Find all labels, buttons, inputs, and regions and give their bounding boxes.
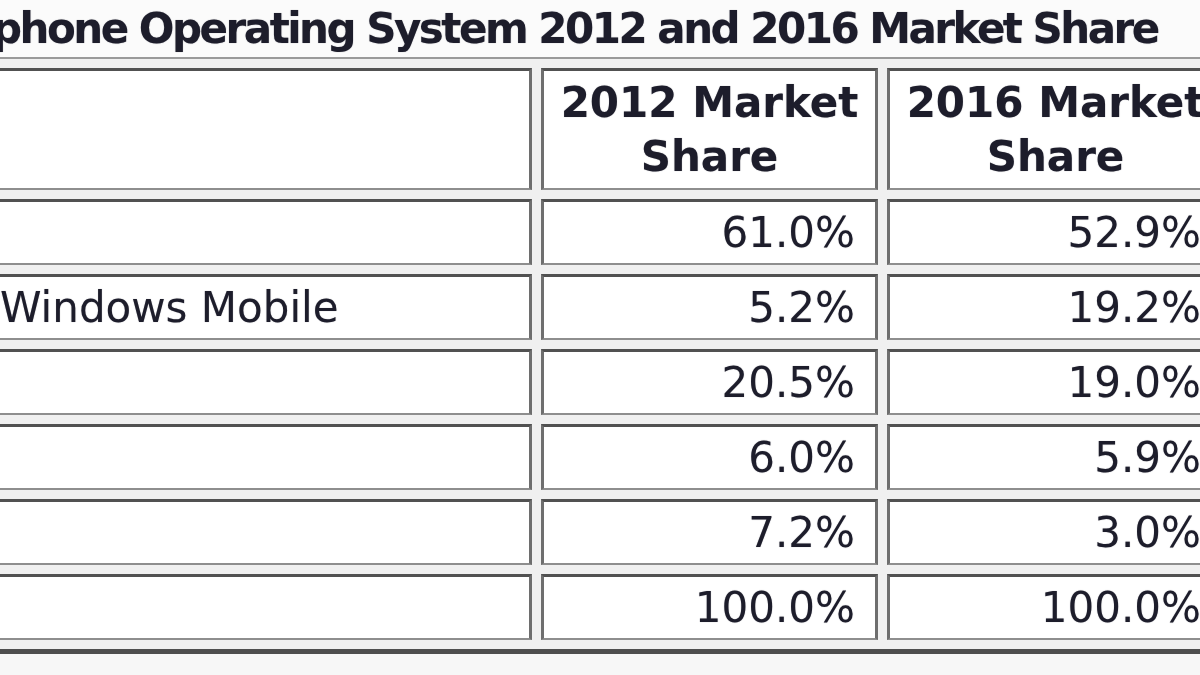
share-2016-total-cell: 100.0% [887,574,1200,640]
share-2016-cell: 52.9% [887,199,1200,265]
os-name-cell [0,199,532,265]
table-row: 6.0% 5.9% [0,424,1200,490]
screenshot-stage: phone Operating System 2012 and 2016 Mar… [0,0,1200,675]
table-row: Windows Mobile 5.2% 19.2% [0,274,1200,340]
share-2016-cell: 3.0% [887,499,1200,565]
share-2012-total-cell: 100.0% [541,574,878,640]
table-row: 20.5% 19.0% [0,349,1200,415]
total-row: 100.0% 100.0% [0,574,1200,640]
table-row: 7.2% 3.0% [0,499,1200,565]
os-name-cell [0,499,532,565]
share-2012-column-header: 2012 Market Share [541,68,878,190]
os-name-cell: Windows Mobile [0,274,532,340]
market-share-table-container: 2012 Market Share 2016 Market Share 61.0… [0,57,1200,654]
share-2012-cell: 7.2% [541,499,878,565]
share-2012-cell: 20.5% [541,349,878,415]
os-name-cell [0,349,532,415]
table-row: 61.0% 52.9% [0,199,1200,265]
share-2012-cell: 5.2% [541,274,878,340]
page-title: phone Operating System 2012 and 2016 Mar… [0,0,1158,58]
market-share-table: 2012 Market Share 2016 Market Share 61.0… [0,59,1200,649]
os-name-cell [0,424,532,490]
share-2016-cell: 5.9% [887,424,1200,490]
share-2016-column-header: 2016 Market Share [887,68,1200,190]
os-name-column-header [0,68,532,190]
bottom-margin-strip [0,654,1200,675]
share-2012-cell: 6.0% [541,424,878,490]
os-name-cell [0,574,532,640]
share-2016-cell: 19.2% [887,274,1200,340]
header-row: 2012 Market Share 2016 Market Share [0,68,1200,190]
share-2016-cell: 19.0% [887,349,1200,415]
share-2012-cell: 61.0% [541,199,878,265]
